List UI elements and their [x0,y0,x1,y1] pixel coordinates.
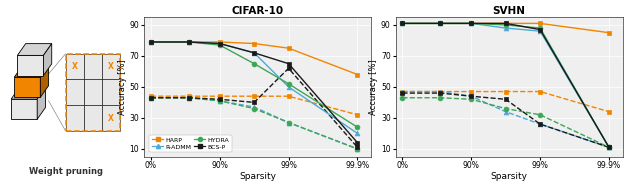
Polygon shape [37,87,45,119]
Polygon shape [11,87,45,99]
Bar [102,54,120,79]
Bar [84,54,102,79]
Polygon shape [17,55,44,76]
Y-axis label: Accuracy [%]: Accuracy [%] [369,59,378,115]
Legend: HARP, R-ADMM, HYDRA, BCS-P: HARP, R-ADMM, HYDRA, BCS-P [149,135,232,152]
Polygon shape [11,99,37,119]
Bar [84,105,102,131]
Bar [66,54,84,79]
Text: X: X [108,114,114,123]
Text: X: X [72,62,77,71]
Bar [66,79,84,105]
Polygon shape [17,44,52,55]
Y-axis label: Accuracy [%]: Accuracy [%] [118,59,127,115]
Title: CIFAR-10: CIFAR-10 [232,6,284,16]
Bar [102,79,120,105]
Polygon shape [44,44,52,76]
Title: SVHN: SVHN [493,6,525,16]
Polygon shape [14,77,40,97]
Bar [84,79,102,105]
Text: X: X [108,62,114,71]
Polygon shape [40,66,49,97]
Text: Weight pruning: Weight pruning [29,167,102,176]
Bar [102,105,120,131]
X-axis label: Sparsity: Sparsity [239,172,276,181]
X-axis label: Sparsity: Sparsity [491,172,527,181]
Bar [66,105,84,131]
Polygon shape [14,66,49,77]
